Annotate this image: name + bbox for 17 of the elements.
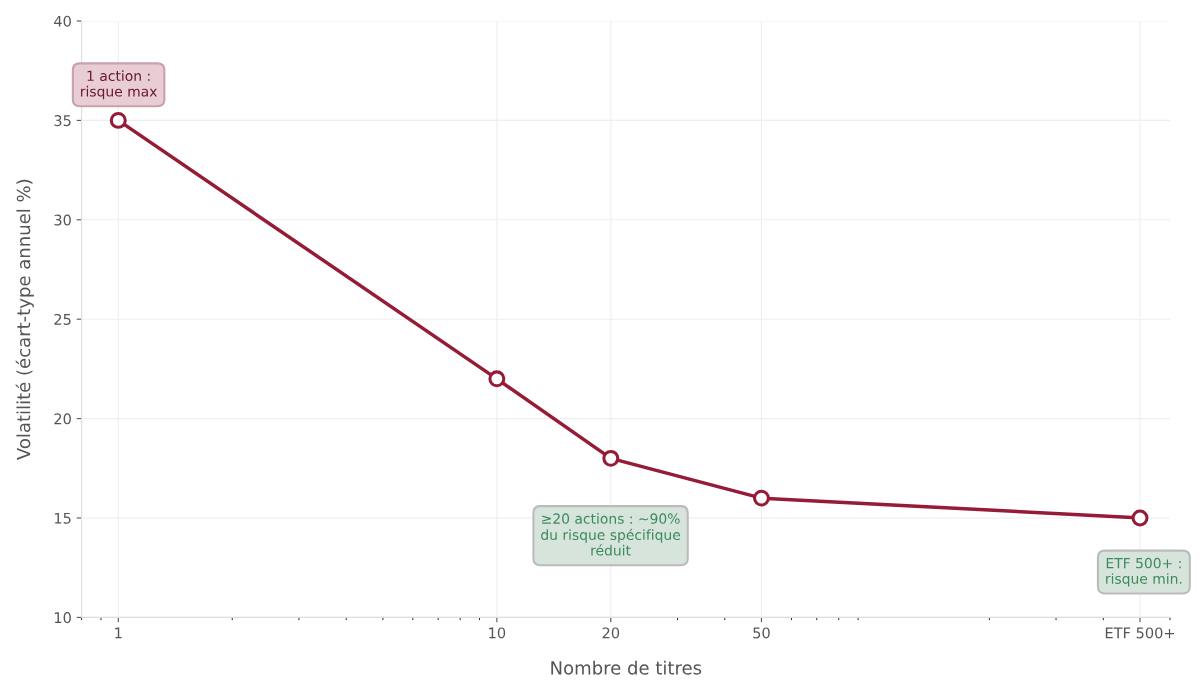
y-tick-label: 30 [54,214,71,226]
y-tick-label: 20 [54,413,71,425]
y-tick-label: 25 [54,313,71,325]
x-tick-label: ETF 500+ [1105,627,1175,639]
annotation: 1 action : risque max [81,70,157,100]
x-axis-title: Nombre de titres [551,660,702,675]
x-tick-label: 10 [489,627,506,639]
annotation: ≥20 actions : ~90% du risque spécifique réduit [541,513,681,556]
y-tick-label: 15 [54,512,71,524]
x-tick-label: 20 [602,627,620,639]
x-tick-label: 1 [115,627,122,639]
annotation: ETF 500+ : risque min. [1106,557,1182,587]
y-tick-label: 35 [54,115,71,127]
y-axis-title: Volatilité (écart-type annuel %) [15,179,34,460]
y-tick-label: 10 [54,612,71,624]
y-tick-label: 40 [54,15,71,27]
x-tick-label: 50 [753,627,770,639]
